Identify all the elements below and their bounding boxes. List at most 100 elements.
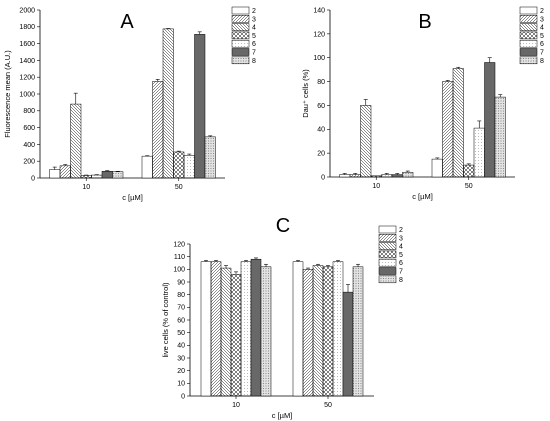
- panel-letter: C: [276, 215, 290, 237]
- legend-swatch: [231, 23, 250, 31]
- y-tick-label: 600: [23, 125, 35, 132]
- legend-label: 3: [540, 16, 544, 23]
- bar-series-2: [431, 158, 443, 178]
- bar-series-2: [292, 261, 304, 397]
- x-axis-label: c [µM]: [122, 193, 143, 202]
- bar-series-2: [49, 169, 61, 179]
- legend-swatch: [519, 56, 538, 65]
- legend-label: 2: [252, 8, 256, 15]
- y-tick-label: 30: [177, 355, 185, 362]
- legend-label: 8: [540, 58, 544, 65]
- bar-series-6: [183, 155, 195, 179]
- bar-series-6: [91, 174, 103, 179]
- legend-swatch: [519, 6, 538, 15]
- y-tick-label: 80: [177, 292, 185, 299]
- legend-label: 2: [540, 8, 544, 15]
- legend-label: 6: [252, 41, 256, 48]
- y-tick-label: 200: [23, 159, 35, 166]
- legend-label: 8: [252, 58, 256, 65]
- chart-panel-a: A 0 200 400 600 800 1000 1200 1400 1600 1800 2000 Fl…: [3, 6, 256, 202]
- x-axis-label: c [µM]: [272, 411, 293, 420]
- bar-series-8: [260, 266, 272, 397]
- y-tick-label: 20: [177, 368, 185, 375]
- bar-series-7: [484, 62, 496, 178]
- y-tick-label: 40: [317, 127, 325, 134]
- y-tick-label: 80: [317, 79, 325, 86]
- x-tick-label: 50: [465, 183, 473, 190]
- y-tick-label: 1400: [19, 58, 35, 65]
- bar-series-4: [452, 68, 464, 178]
- legend-swatch: [519, 23, 538, 31]
- legend-swatch: [378, 242, 397, 250]
- y-tick-label: 70: [177, 305, 185, 312]
- legend-label: 7: [399, 269, 403, 276]
- bar-series-8: [204, 136, 216, 179]
- bar-series-5: [80, 175, 92, 179]
- y-tick-label: 40: [177, 343, 185, 350]
- y-axis-label: Dau⁺ cells (%): [301, 69, 310, 118]
- bar-series-5: [463, 164, 475, 178]
- legend-swatch: [378, 267, 397, 275]
- y-axis-label: live cells (% of control): [161, 282, 170, 358]
- bar-series-2: [339, 174, 351, 178]
- y-tick-label: 1600: [19, 41, 35, 48]
- bar-series-6: [332, 261, 344, 397]
- bar-series-3: [210, 261, 222, 397]
- y-tick-label: 140: [313, 7, 325, 14]
- bar-series-2: [200, 261, 212, 397]
- bar-series-8: [494, 96, 506, 178]
- bar-series-7: [250, 258, 262, 397]
- x-axis-label: c [µM]: [412, 192, 433, 201]
- legend-swatch: [231, 48, 250, 56]
- x-tick-label: 50: [324, 402, 332, 409]
- legend-swatch: [519, 39, 538, 48]
- legend-swatch: [231, 15, 250, 23]
- legend-label: 5: [252, 33, 256, 40]
- y-tick-label: 400: [23, 142, 35, 149]
- bar-series-5: [370, 175, 382, 178]
- bar-series-4: [70, 103, 82, 179]
- bar-series-3: [152, 81, 164, 179]
- bar-series-6: [381, 174, 393, 178]
- y-tick-label: 0: [181, 393, 185, 400]
- legend-swatch: [231, 31, 250, 40]
- legend-label: 3: [399, 235, 403, 242]
- legend-swatch: [378, 258, 397, 267]
- legend: 23 456 78: [519, 6, 544, 65]
- y-tick-label: 110: [174, 254, 185, 261]
- legend-swatch: [231, 39, 250, 48]
- bar-series-7: [101, 171, 113, 179]
- legend-swatch: [378, 275, 397, 284]
- legend-label: 7: [252, 50, 256, 57]
- legend-label: 6: [540, 41, 544, 48]
- bar-series-8: [112, 171, 124, 179]
- y-axis-label: Fluorescence mean (A.U.): [3, 50, 12, 138]
- x-tick-label: 50: [175, 184, 183, 191]
- chart-panel-c: C 0 10 20 30 40 50 60 70 80 90 100 110 120 live cells …: [161, 215, 403, 420]
- chart-panel-b: B 0 20 40 60 80 100 120 140 Dau⁺ cells (%) 10 50 c […: [301, 6, 544, 201]
- bar-series-5: [230, 274, 242, 397]
- legend-swatch: [378, 225, 397, 234]
- y-tick-label: 10: [177, 381, 185, 388]
- y-tick-label: 50: [177, 330, 185, 337]
- legend-swatch: [231, 6, 250, 15]
- legend-label: 4: [540, 25, 544, 32]
- y-tick-label: 90: [177, 279, 185, 286]
- bar-series-7: [391, 174, 403, 178]
- panel-letter: A: [120, 11, 134, 33]
- bar-series-3: [302, 269, 314, 397]
- y-tick-label: 60: [177, 317, 185, 324]
- legend-label: 5: [540, 33, 544, 40]
- bar-series-8: [402, 171, 414, 178]
- bar-series-3: [442, 81, 454, 178]
- legend-swatch: [519, 48, 538, 56]
- bar-series-5: [173, 151, 185, 179]
- x-tick-label: 10: [232, 402, 240, 409]
- bar-series-4: [220, 267, 232, 397]
- y-tick-label: 60: [317, 103, 325, 110]
- legend-label: 4: [399, 244, 403, 251]
- panel-letter: B: [418, 11, 431, 33]
- legend-label: 7: [540, 50, 544, 57]
- legend-swatch: [378, 250, 397, 259]
